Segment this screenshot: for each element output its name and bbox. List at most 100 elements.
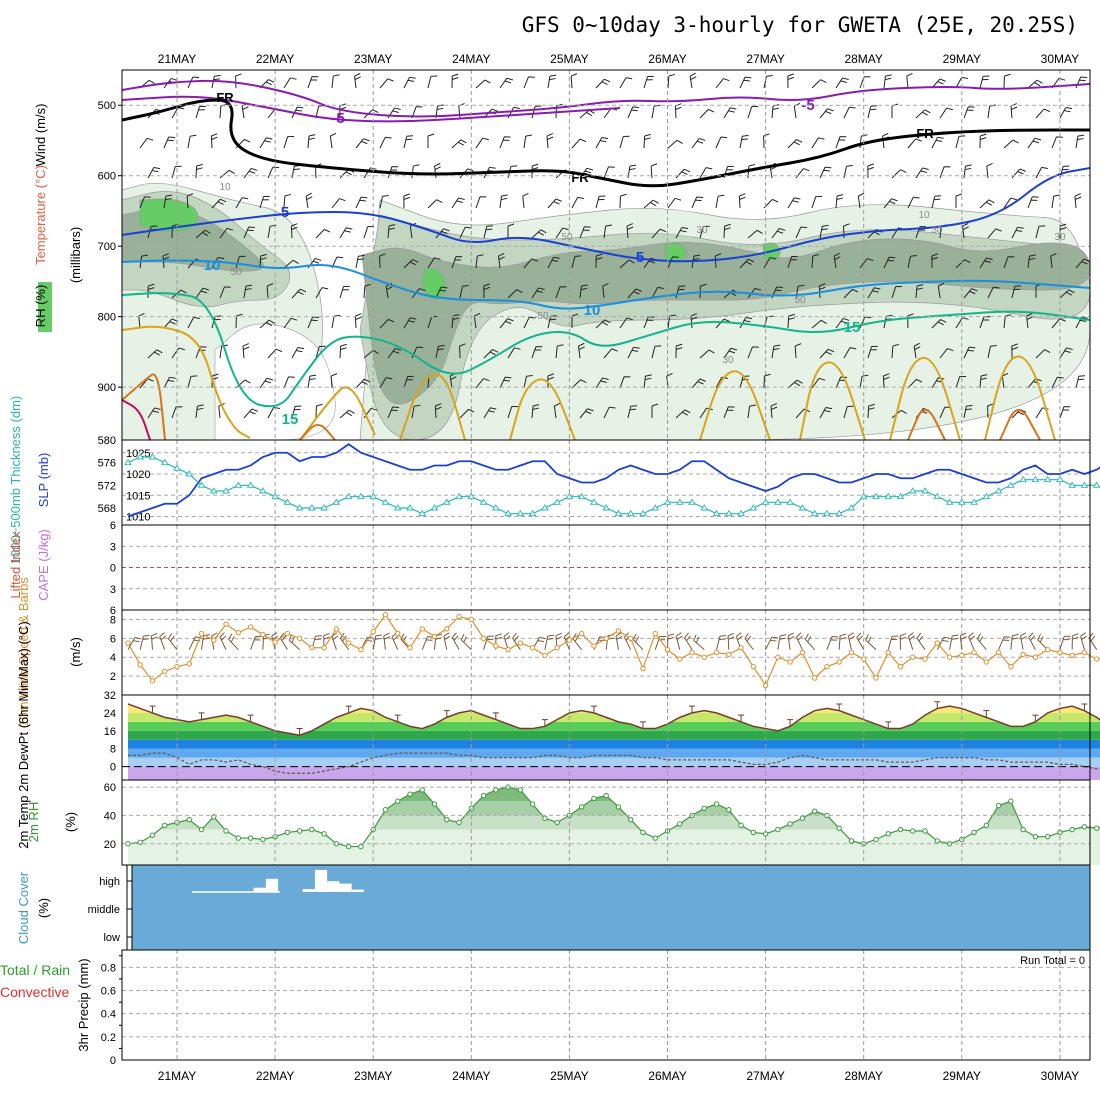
wind-barb	[187, 375, 198, 389]
wind10m-barb	[167, 633, 178, 650]
wind-barb	[403, 135, 414, 149]
wind-barb	[1051, 376, 1064, 389]
rh2m-point	[738, 822, 744, 829]
temp-minmax-bar	[149, 705, 156, 713]
rh2m-point	[296, 828, 303, 834]
rh-contour-label: 30	[931, 225, 943, 236]
wind-barb	[627, 405, 638, 419]
wind-barb	[643, 133, 651, 149]
wind10m-barb	[744, 632, 754, 650]
wind-barb	[619, 135, 630, 149]
thickness-point	[675, 498, 684, 505]
wind-barb	[819, 407, 833, 419]
bottom-date-24may: 24MAY	[452, 1069, 490, 1083]
thickness-point	[357, 492, 365, 500]
wind-barb	[147, 167, 161, 179]
wind-barb	[867, 403, 875, 419]
rh2m-point	[591, 795, 597, 802]
temp-contour-minus5-b	[121, 95, 621, 123]
temp-contour-20-a	[121, 325, 251, 439]
wind10m-barb	[787, 632, 795, 650]
wind-barb	[963, 346, 976, 359]
wind-barb	[195, 287, 210, 299]
slp-label-part: SLP (mb)	[36, 453, 51, 508]
top-date-27may: 27MAY	[746, 52, 784, 66]
wind10m-point	[726, 651, 732, 658]
wind-barb	[546, 133, 554, 149]
wind-barb	[523, 76, 535, 89]
temp-minmax-bar	[1081, 703, 1088, 711]
wind-barb	[1059, 289, 1075, 299]
wind-barb	[387, 406, 400, 419]
wind10m-point	[873, 675, 879, 681]
temp-contour-label: FR	[571, 170, 589, 185]
thickness-point	[958, 498, 966, 505]
wind-barb	[763, 133, 770, 149]
top-date-22may: 22MAY	[256, 52, 294, 66]
thickness-point	[173, 464, 181, 471]
wind-barb	[627, 288, 642, 299]
wind10m-point	[578, 630, 585, 637]
wind-barb	[963, 288, 978, 299]
wind-barb	[1003, 197, 1017, 209]
wind10m-point	[885, 649, 891, 656]
rh2m-point	[260, 836, 266, 843]
top-date-30may: 30MAY	[1041, 52, 1079, 66]
wind10m-barb	[1010, 633, 1019, 650]
wind-barb	[667, 73, 676, 89]
wind-barb	[690, 313, 698, 329]
wind10m-point	[738, 645, 744, 651]
wind10m-barb	[936, 636, 951, 650]
thickness-point	[921, 487, 929, 494]
wind-barb	[939, 166, 951, 179]
wind-barb	[1075, 375, 1086, 389]
wind-barb	[355, 378, 371, 389]
wind-barb	[699, 167, 713, 179]
rh2m-point	[444, 816, 450, 823]
wind-barb	[794, 343, 802, 359]
temp-band	[127, 721, 1100, 731]
wind-barb	[475, 196, 487, 209]
wind-barb	[451, 73, 459, 89]
wind-barb	[138, 312, 145, 329]
wind-barb	[555, 344, 564, 359]
wind-barb	[595, 319, 611, 329]
cloud-label: Cloud Cover	[16, 871, 31, 944]
wind-barb	[859, 258, 874, 269]
wind-barb	[787, 255, 798, 269]
wind-barb	[770, 403, 778, 419]
wind10m-point	[382, 612, 389, 618]
wind-barb	[738, 193, 746, 209]
cloud-high-bar	[327, 881, 340, 892]
temp-minmax-bar	[443, 710, 450, 718]
wind-barb	[475, 254, 484, 269]
rh2m-point	[431, 801, 438, 807]
wind-barb	[339, 409, 355, 419]
wind-barb	[1003, 139, 1019, 149]
wind-barb	[835, 136, 847, 149]
thickness-point	[271, 492, 279, 500]
temp-contour-20-d	[509, 378, 576, 441]
cloud-unit-part: (%)	[36, 898, 51, 918]
slp-ytick: 1020	[126, 469, 150, 481]
thickness-ytick: 568	[98, 503, 116, 515]
thickness-point	[847, 504, 856, 511]
rh2m-unit: (%)	[63, 812, 78, 832]
wind-barb	[195, 105, 206, 119]
precip-ytick: 0.2	[101, 1032, 116, 1044]
thickness-point	[442, 498, 451, 505]
wind10m-unit-part: (m/s)	[68, 637, 83, 667]
wind-barb	[427, 257, 441, 269]
rh2m-point	[554, 819, 560, 826]
lifted-ytick: 0	[110, 563, 116, 575]
wind-barb	[795, 168, 810, 179]
rh2m-point	[345, 843, 352, 850]
rh2m-point	[848, 838, 855, 844]
wind-barb	[667, 139, 683, 149]
temp-contour-label: 5	[636, 249, 644, 266]
temp-band	[127, 757, 1100, 767]
wind-barb	[1051, 136, 1063, 149]
temp-contour-label: FR	[916, 126, 934, 141]
lifted-ytick: 6	[110, 520, 116, 532]
temp2m-label: 2m Temp 2m DewPt (6hr Min/Max) (°C)	[16, 621, 31, 848]
